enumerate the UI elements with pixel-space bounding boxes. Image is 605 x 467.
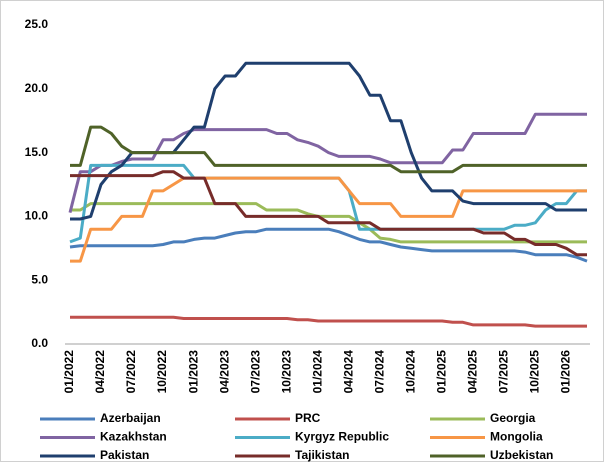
x-tick-label: 01/2023 xyxy=(186,350,200,394)
x-tick-label: 01/2026 xyxy=(558,350,572,394)
x-tick-label: 04/2024 xyxy=(341,350,355,394)
x-tick-label: 01/2024 xyxy=(310,350,324,394)
y-tick-label: 0.0 xyxy=(31,336,48,350)
series-line xyxy=(70,125,587,174)
x-tick-label: 04/2025 xyxy=(465,350,479,394)
legend-label: Kyrgyz Republic xyxy=(295,430,389,444)
x-tick-label: 10/2022 xyxy=(155,350,169,394)
x-tick-label: 10/2025 xyxy=(527,350,541,394)
x-tick-label: 10/2024 xyxy=(403,350,417,394)
x-tick-label: 04/2023 xyxy=(217,350,231,394)
legend-label: Georgia xyxy=(490,411,536,425)
x-tick-label: 07/2022 xyxy=(124,350,138,394)
series-line xyxy=(70,176,587,263)
legend-label: Mongolia xyxy=(490,430,543,444)
x-tick-label: 10/2023 xyxy=(279,350,293,394)
series-line xyxy=(70,202,587,244)
y-tick-label: 5.0 xyxy=(31,272,48,286)
legend-label: Uzbekistan xyxy=(490,448,553,462)
y-tick-label: 25.0 xyxy=(25,17,49,31)
series-line xyxy=(68,112,587,213)
series-line xyxy=(70,61,587,221)
legend-label: PRC xyxy=(295,411,321,425)
x-tick-label: 07/2024 xyxy=(372,350,386,394)
series-line xyxy=(69,227,588,263)
x-tick-label: 07/2025 xyxy=(496,350,510,394)
y-tick-label: 20.0 xyxy=(25,81,49,95)
x-tick-label: 04/2022 xyxy=(93,350,107,394)
legend-label: Azerbaijan xyxy=(100,411,161,425)
legend-label: Pakistan xyxy=(100,448,149,462)
x-tick-label: 01/2022 xyxy=(62,350,76,394)
x-tick-label: 07/2023 xyxy=(248,350,262,394)
x-tick-label: 01/2025 xyxy=(434,350,448,394)
legend-label: Tajikistan xyxy=(295,448,349,462)
legend-label: Kazakhstan xyxy=(100,430,167,444)
y-tick-label: 15.0 xyxy=(25,145,49,159)
y-tick-label: 10.0 xyxy=(25,209,49,223)
series-line xyxy=(70,315,587,328)
series-line xyxy=(70,170,587,257)
